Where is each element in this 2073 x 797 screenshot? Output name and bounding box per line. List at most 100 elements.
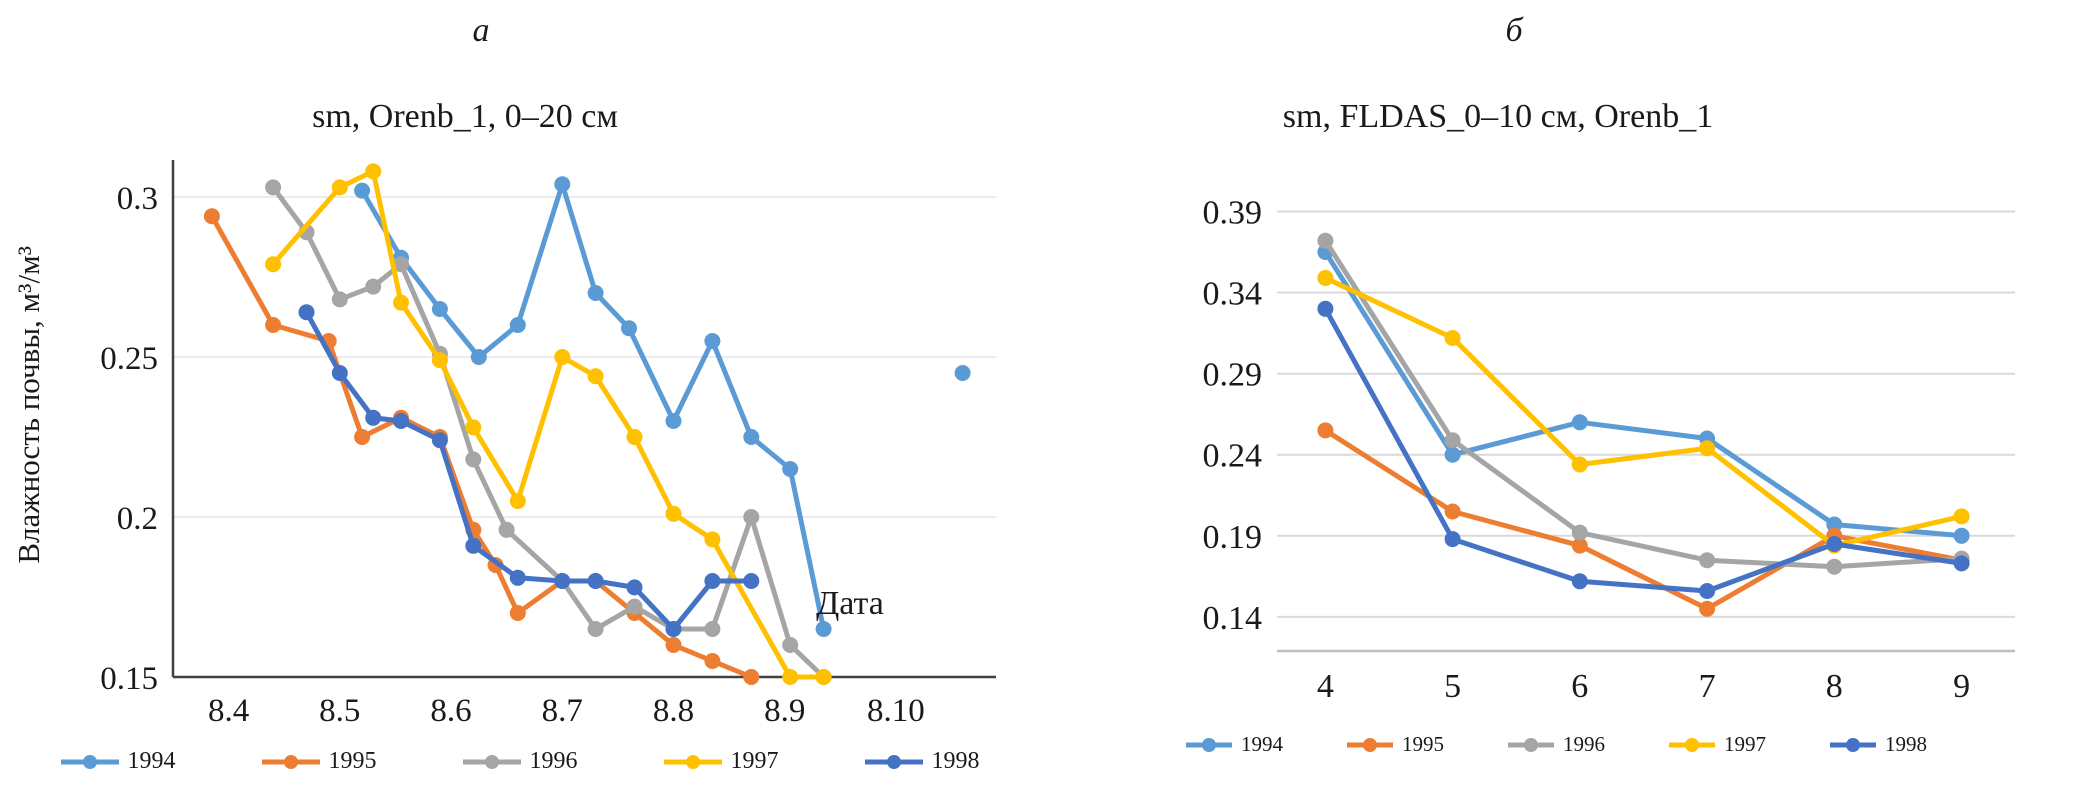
series-1998-point bbox=[1826, 536, 1843, 552]
legend-marker-icon bbox=[1186, 737, 1232, 752]
series-1995-point bbox=[509, 605, 526, 621]
series-1997-point bbox=[665, 505, 682, 522]
legend-marker-icon bbox=[1669, 737, 1715, 752]
series-1998 bbox=[1317, 300, 1970, 599]
x-tick-labels: 8.4 8.5 8.6 8.7 8.8 8.9 8.10 bbox=[208, 693, 925, 729]
series-1998-point bbox=[587, 573, 604, 589]
legend-marker-dot bbox=[685, 754, 700, 769]
x-tick-label: 8.5 bbox=[319, 693, 360, 729]
series-1995-point bbox=[743, 669, 760, 685]
x-tick-label: 8.4 bbox=[208, 693, 249, 729]
series-1997-point bbox=[1444, 330, 1461, 346]
series-1995 bbox=[203, 208, 760, 685]
series-1995-point bbox=[704, 653, 721, 669]
series-1997-point bbox=[587, 368, 604, 385]
series-1997-point bbox=[1953, 508, 1970, 525]
legend-marker-icon bbox=[462, 754, 521, 769]
chart-title-a: sm, Orenb_1, 0–20 см bbox=[312, 98, 618, 135]
panel-label-a: а bbox=[472, 12, 490, 49]
series-1995-line bbox=[209, 213, 754, 680]
y-tick-label: 0.2 bbox=[117, 501, 158, 537]
legend-marker-icon bbox=[1347, 737, 1393, 752]
series-1994-point bbox=[509, 317, 526, 333]
series-1996-point bbox=[465, 451, 482, 468]
series-1997-point bbox=[1317, 270, 1334, 286]
legend-marker-icon bbox=[1508, 737, 1554, 752]
x-tick-label: 5 bbox=[1444, 668, 1461, 705]
series-1995-point bbox=[1571, 537, 1588, 554]
series-1996-line bbox=[270, 184, 827, 680]
series-1994-point bbox=[621, 320, 637, 337]
y-tick-label: 0.24 bbox=[1203, 438, 1263, 475]
chart-panel-b: б sm, FLDAS_0–10 см, Orenb_1 0.14 0.19 0.2… bbox=[1040, 0, 2073, 797]
x-tick-label: 9 bbox=[1953, 668, 1970, 705]
legend-item-1996: 1996 bbox=[462, 748, 578, 775]
series-1998-point bbox=[1953, 555, 1970, 572]
series-1994 bbox=[1317, 244, 1970, 544]
series-1997-point bbox=[393, 294, 409, 311]
x-tick-label: 8.6 bbox=[430, 693, 471, 729]
legend-item-1997: 1997 bbox=[1669, 732, 1766, 757]
legend-label: 1994 bbox=[1241, 732, 1283, 756]
chart-title-b: sm, FLDAS_0–10 см, Orenb_1 bbox=[1282, 98, 1714, 135]
series-1996-point bbox=[743, 509, 760, 525]
series-1998-point bbox=[1317, 300, 1334, 317]
legend-a: 1994 1995 1996 1997 1998 bbox=[0, 748, 1040, 775]
axes bbox=[171, 160, 996, 679]
series-1994-point bbox=[1571, 414, 1588, 431]
legend-item-1997: 1997 bbox=[663, 748, 779, 775]
legend-item-1996: 1996 bbox=[1508, 732, 1605, 757]
series-1994 bbox=[354, 176, 971, 637]
legend-item-1995: 1995 bbox=[261, 748, 377, 775]
series-1997-point bbox=[431, 352, 448, 369]
series-1998-point bbox=[1571, 573, 1588, 590]
series-1998-point bbox=[393, 413, 409, 429]
series-1998-point bbox=[365, 409, 382, 426]
plot-area-b: 0.14 0.19 0.24 0.29 0.34 0.39 4 5 6 7 8 9 bbox=[1203, 195, 2015, 705]
series-1996-point bbox=[365, 278, 382, 295]
legend-marker-icon bbox=[261, 754, 320, 769]
series-1994-point bbox=[743, 429, 760, 445]
series-1996-point bbox=[498, 521, 515, 538]
y-tick-label: 0.15 bbox=[100, 661, 158, 697]
plot-area-a: 0.15 0.2 0.25 0.3 8.4 8.5 8.6 8.7 8.8 8.9 8.10 bbox=[100, 160, 996, 729]
gridlines bbox=[173, 196, 996, 518]
series-1996-point bbox=[587, 621, 604, 637]
series-1994-point bbox=[665, 413, 682, 429]
series-1996-point bbox=[782, 637, 799, 653]
legend-marker-dot bbox=[283, 754, 298, 769]
x-tick-label: 6 bbox=[1571, 668, 1588, 705]
series-1995-point bbox=[1317, 422, 1334, 439]
series-1996-line bbox=[1322, 238, 1965, 570]
series-1997 bbox=[265, 163, 832, 685]
series-1998-point bbox=[743, 573, 760, 589]
series-1996-point bbox=[1444, 432, 1461, 449]
series-1994-point bbox=[431, 301, 448, 317]
series-1995-point bbox=[1444, 503, 1461, 520]
series-1997-point bbox=[509, 493, 526, 509]
legend-marker-dot bbox=[1202, 737, 1216, 752]
series-1998-point bbox=[554, 573, 571, 589]
legend-marker-dot bbox=[886, 754, 901, 769]
series-1994-point bbox=[354, 182, 371, 199]
legend-marker-icon bbox=[1830, 737, 1876, 752]
legend-marker-dot bbox=[1363, 737, 1377, 752]
y-tick-label: 0.3 bbox=[117, 181, 158, 217]
y-tick-label: 0.25 bbox=[100, 341, 158, 377]
series-1994-point bbox=[587, 285, 604, 301]
legend-label: 1997 bbox=[1724, 732, 1766, 756]
legend-item-1994: 1994 bbox=[1186, 732, 1283, 757]
series-1998-point bbox=[465, 537, 482, 554]
series-1997-line bbox=[1322, 275, 1965, 549]
legend-label: 1997 bbox=[730, 748, 779, 774]
legend-marker-icon bbox=[60, 754, 119, 769]
series-1994-point bbox=[704, 333, 721, 349]
series-1995-point bbox=[203, 208, 220, 225]
series-1996-point bbox=[1826, 558, 1843, 575]
series-1997 bbox=[1317, 270, 1970, 554]
series-1998-point bbox=[1699, 583, 1716, 599]
legend-marker-dot bbox=[1846, 737, 1860, 752]
series-1997-point bbox=[626, 429, 643, 445]
series-1997-point bbox=[465, 419, 482, 436]
